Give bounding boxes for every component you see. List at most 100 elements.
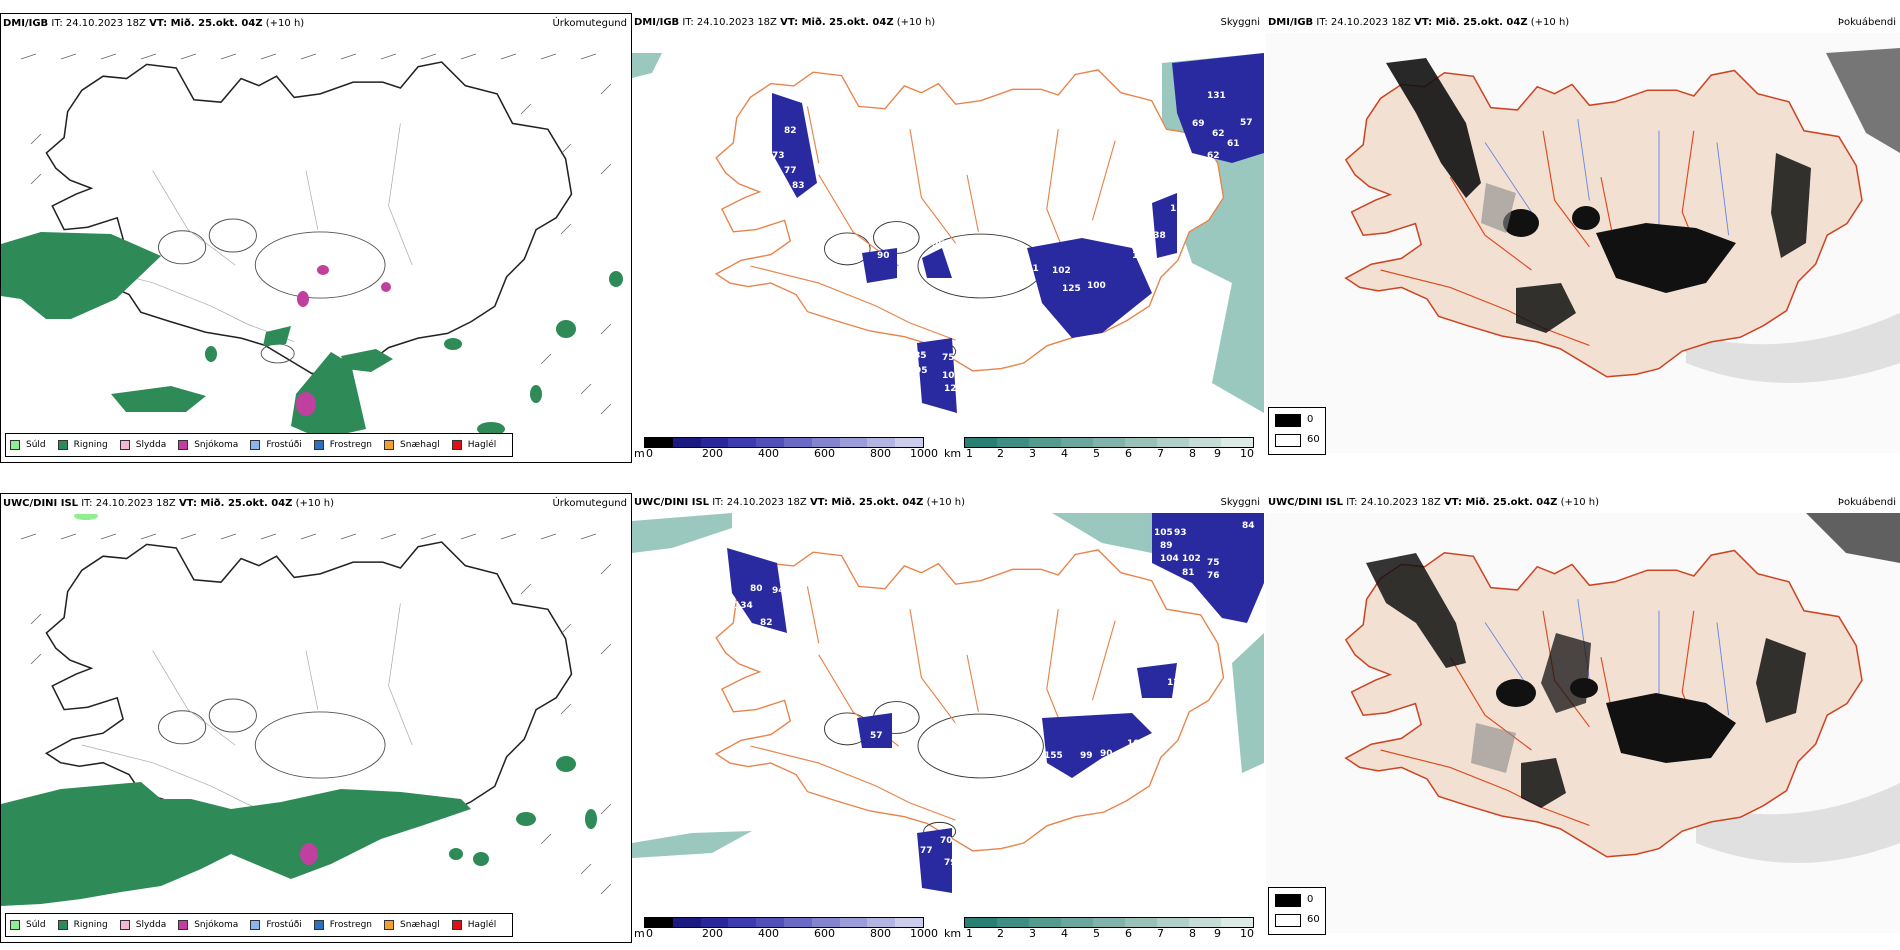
visibility-values: 105 93 89 104 102 75 81 76 84 90 80 94 1… xyxy=(734,521,1255,868)
legend-item: Frostregn xyxy=(313,920,372,930)
svg-text:81: 81 xyxy=(1182,568,1195,578)
legend-swatch xyxy=(1275,894,1301,907)
svg-text:125: 125 xyxy=(1062,284,1081,294)
precip-map xyxy=(1,53,623,439)
svg-text:77: 77 xyxy=(784,166,797,176)
tick-label: 9 xyxy=(1214,447,1221,460)
panel-title: Skyggni xyxy=(1220,497,1260,508)
svg-text:102: 102 xyxy=(1052,266,1071,276)
svg-text:95: 95 xyxy=(915,366,928,376)
lead-time: (+10 h) xyxy=(896,17,936,28)
meters-unit-label: m xyxy=(634,447,645,460)
visibility-meters-colorbar: m 0 200 400 600 800 1000 xyxy=(634,915,938,941)
init-time: IT: 24.10.2023 18Z xyxy=(682,17,777,28)
svg-text:12: 12 xyxy=(944,384,957,394)
roads xyxy=(81,123,413,343)
svg-text:155: 155 xyxy=(1044,751,1063,761)
svg-text:62: 62 xyxy=(1212,129,1225,139)
panel-header: UWC/DINI ISL IT: 24.10.2023 18Z VT: Mið.… xyxy=(1,494,631,514)
fog-areas xyxy=(772,53,1264,413)
svg-text:111: 111 xyxy=(1132,251,1151,261)
lead-time: (+10 h) xyxy=(1530,17,1570,28)
svg-text:82: 82 xyxy=(784,126,797,136)
tick-label: 3 xyxy=(1029,927,1036,940)
panel-title: Þokuábendi xyxy=(1837,17,1896,28)
model-name: UWC/DINI ISL xyxy=(634,497,710,508)
wind-barbs xyxy=(20,533,612,895)
fog-legend: 0 60 xyxy=(1268,887,1326,935)
init-time: IT: 24.10.2023 18Z xyxy=(712,497,807,508)
svg-text:93: 93 xyxy=(1174,528,1187,538)
km-unit-label: km xyxy=(944,927,962,940)
valid-time: VT: Mið. 25.okt. 04Z xyxy=(809,497,924,508)
svg-text:100: 100 xyxy=(1087,281,1106,291)
init-time: IT: 24.10.2023 18Z xyxy=(51,18,146,29)
svg-text:80: 80 xyxy=(750,584,763,594)
fog-map xyxy=(1266,33,1900,453)
legend-value: 60 xyxy=(1307,914,1320,925)
tick-label: 200 xyxy=(702,927,723,940)
svg-text:12: 12 xyxy=(1167,678,1180,688)
tick-label: 5 xyxy=(1093,447,1100,460)
precip-legend: Súld Rigning Slydda Snjókoma Frostúði Fr… xyxy=(5,913,514,937)
legend-item: Súld xyxy=(10,440,46,450)
roads xyxy=(1380,610,1706,826)
init-time: IT: 24.10.2023 18Z xyxy=(1346,497,1441,508)
svg-text:134: 134 xyxy=(734,601,753,611)
tick-label: 6 xyxy=(1125,927,1132,940)
legend-item: Slydda xyxy=(119,440,166,450)
svg-text:111: 111 xyxy=(1020,264,1039,274)
tick-label: 200 xyxy=(702,447,723,460)
svg-text:84: 84 xyxy=(1242,521,1255,531)
lead-time: (+10 h) xyxy=(265,18,305,29)
tick-label: 2 xyxy=(997,447,1004,460)
fog-areas xyxy=(727,513,1264,893)
valid-time: VT: Mið. 25.okt. 04Z xyxy=(1414,17,1528,28)
tick-label: 0 xyxy=(646,927,653,940)
visibility-map: 105 93 89 104 102 75 81 76 84 90 80 94 1… xyxy=(632,513,1264,893)
panel-header: UWC/DINI ISL IT: 24.10.2023 18Z VT: Mið.… xyxy=(1266,493,1900,513)
tick-label: 6 xyxy=(1125,447,1132,460)
tick-label: 7 xyxy=(1157,447,1164,460)
km-unit-label: km xyxy=(944,447,962,460)
svg-text:102: 102 xyxy=(1182,554,1201,564)
svg-text:64: 64 xyxy=(887,234,900,244)
rivers xyxy=(1484,119,1730,247)
valid-time: VT: Mið. 25.okt. 04Z xyxy=(780,17,894,28)
legend-item: Snjókoma xyxy=(178,440,238,450)
svg-text:90: 90 xyxy=(877,251,890,261)
valid-time: VT: Mið. 25.okt. 04Z xyxy=(149,18,263,29)
visibility-map: 82 73 77 83 131 69 57 62 61 62 64 90 96 … xyxy=(632,53,1264,413)
tick-label: 400 xyxy=(758,927,779,940)
svg-text:76: 76 xyxy=(1207,571,1220,581)
svg-text:75: 75 xyxy=(942,353,955,363)
svg-text:75: 75 xyxy=(1207,558,1220,568)
panel-precip-uwc: UWC/DINI ISL IT: 24.10.2023 18Z VT: Mið.… xyxy=(0,493,632,943)
tick-label: 400 xyxy=(758,447,779,460)
svg-text:105: 105 xyxy=(1154,528,1173,538)
roads xyxy=(750,586,1116,821)
visibility-km-colorbar: km 1 2 3 4 5 6 7 8 9 10 xyxy=(944,915,1254,941)
valid-time: VT: Mið. 25.okt. 04Z xyxy=(1443,497,1558,508)
init-time: IT: 24.10.2023 18Z xyxy=(1316,17,1411,28)
legend-item: Snjókoma xyxy=(178,920,238,930)
tick-label: 7 xyxy=(1157,927,1164,940)
panel-fog-dmi: DMI/IGB IT: 24.10.2023 18Z VT: Mið. 25.o… xyxy=(1266,13,1900,463)
valid-time: VT: Mið. 25.okt. 04Z xyxy=(178,498,293,509)
fog-areas xyxy=(1386,58,1811,333)
svg-text:90: 90 xyxy=(1204,614,1217,624)
roads xyxy=(1380,130,1706,346)
svg-text:62: 62 xyxy=(1207,151,1220,161)
legend-item: Rigning xyxy=(57,920,108,930)
fog-legend: 0 60 xyxy=(1268,407,1326,455)
model-name: UWC/DINI ISL xyxy=(3,498,79,509)
tick-label: 9 xyxy=(1214,927,1221,940)
tick-label: 10 xyxy=(1240,927,1254,940)
tick-label: 600 xyxy=(814,927,835,940)
svg-text:85: 85 xyxy=(914,351,927,361)
tick-label: 1000 xyxy=(910,447,938,460)
snow-areas xyxy=(296,265,391,416)
fog-map xyxy=(1266,513,1900,933)
init-time: IT: 24.10.2023 18Z xyxy=(81,498,176,509)
tick-label: 8 xyxy=(1189,447,1196,460)
